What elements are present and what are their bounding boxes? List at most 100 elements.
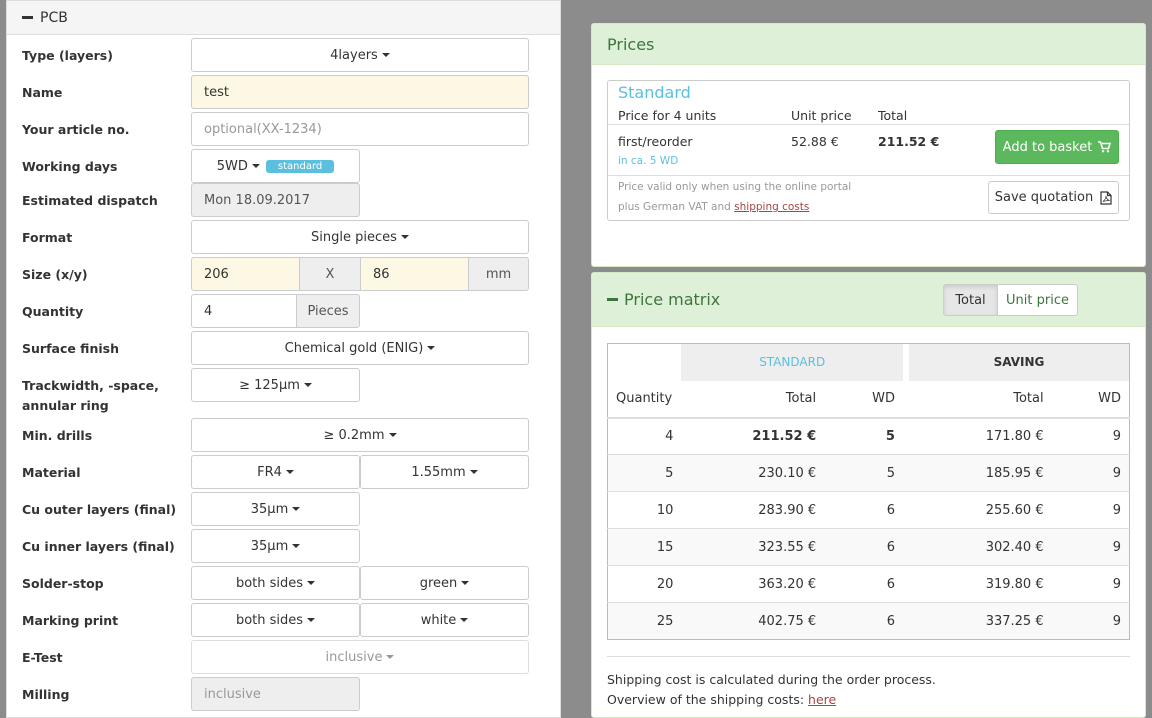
material-label: Material xyxy=(22,465,81,480)
name-input[interactable]: test xyxy=(191,75,529,109)
format-label: Format xyxy=(22,230,73,245)
add-to-basket-button[interactable]: Add to basket xyxy=(995,130,1119,164)
surface-select[interactable]: Chemical gold (ENIG) xyxy=(191,331,529,365)
collapse-icon[interactable] xyxy=(607,298,618,301)
caret-down-icon xyxy=(307,581,316,585)
cu-inner-value: 35µm xyxy=(250,538,289,554)
pcb-panel-header[interactable]: PCB xyxy=(7,1,560,35)
matrix-quantity-cell: 20 xyxy=(656,576,674,592)
matrix-row[interactable]: 25 402.75 € 6 337.25 € 9 xyxy=(607,602,1130,640)
drills-select[interactable]: ≥ 0.2mm xyxy=(191,418,529,452)
solder-sides-value: both sides xyxy=(235,575,304,591)
marking-label: Marking print xyxy=(22,613,119,628)
matrix-row[interactable]: 15 323.55 € 6 302.40 € 9 xyxy=(607,528,1130,566)
cu-inner-select[interactable]: 35µm xyxy=(191,529,360,563)
cu-outer-select[interactable]: 35µm xyxy=(191,492,360,526)
cu-inner-label: Cu inner layers (final) xyxy=(22,539,175,554)
surface-value: Chemical gold (ENIG) xyxy=(284,340,424,356)
format-value: Single pieces xyxy=(311,229,397,245)
marking-sides-value: both sides xyxy=(235,612,304,628)
matrix-sav-wd-cell: 9 xyxy=(1112,502,1121,518)
row-sub: in ca. 5 WD xyxy=(618,155,679,167)
divider xyxy=(608,124,1129,125)
matrix-group-header: STANDARD SAVING xyxy=(607,343,1130,381)
trackwidth-value: ≥ 125µm xyxy=(239,377,300,393)
matrix-heading: Price matrix Total Unit price xyxy=(592,273,1145,327)
toggle-unit-price-button[interactable]: Unit price xyxy=(997,284,1078,316)
matrix-std-total-cell: 323.55 € xyxy=(758,539,817,555)
solder-sides-select[interactable]: both sides xyxy=(191,566,360,600)
size-sep-text: X xyxy=(325,266,335,282)
format-select[interactable]: Single pieces xyxy=(191,220,529,254)
material-value: FR4 xyxy=(257,464,282,480)
matrix-std-wd-cell: 6 xyxy=(886,502,895,518)
type-select[interactable]: 4layers xyxy=(191,38,529,72)
solder-color-select[interactable]: green xyxy=(360,566,529,600)
etest-select[interactable]: inclusive xyxy=(191,640,529,674)
shipping-costs-link[interactable]: shipping costs xyxy=(734,201,810,213)
matrix-row[interactable]: 5 230.10 € 5 185.95 € 9 xyxy=(607,454,1130,492)
dispatch-label: Estimated dispatch xyxy=(22,193,158,208)
toggle-total-button[interactable]: Total xyxy=(943,284,998,316)
quantity-input[interactable]: 4 xyxy=(191,294,297,328)
solder-color-value: green xyxy=(419,575,458,591)
quantity-unit-text: Pieces xyxy=(307,303,349,319)
thickness-select[interactable]: 1.55mm xyxy=(360,455,529,489)
unit-price-header: Unit price xyxy=(791,108,852,123)
matrix-std-total-cell: 402.75 € xyxy=(758,613,817,629)
standard-price-box: Standard Price for 4 units Unit price To… xyxy=(607,80,1130,221)
matrix-row[interactable]: 4 211.52 € 5 171.80 € 9 xyxy=(607,417,1130,455)
shipping-note: Shipping cost is calculated during the o… xyxy=(607,670,936,710)
divider xyxy=(607,656,1130,657)
shipping-note-2: Overview of the shipping costs: here xyxy=(607,690,936,710)
material-select[interactable]: FR4 xyxy=(191,455,360,489)
save-quotation-button[interactable]: Save quotation xyxy=(988,181,1119,214)
toggle-total-label: Total xyxy=(955,292,986,308)
matrix-body: 4 211.52 €5 171.80 €9 5 230.10 €5 185.95 €9 10… xyxy=(607,417,1130,640)
milling-field: inclusive xyxy=(191,677,360,711)
matrix-quantity-cell: 15 xyxy=(656,539,674,555)
matrix-sav-total-cell: 319.80 € xyxy=(985,576,1044,592)
shipping-overview-link[interactable]: here xyxy=(808,692,837,707)
name-label: Name xyxy=(22,85,63,100)
empty-header-cell xyxy=(607,343,682,381)
quantity-value: 4 xyxy=(204,303,213,319)
std-total-col-header: Total xyxy=(785,391,817,406)
price-note-1: Price valid only when using the online p… xyxy=(618,181,852,193)
working-days-select[interactable]: 5WD standard xyxy=(191,149,360,183)
caret-down-icon xyxy=(285,470,294,474)
matrix-row[interactable]: 20 363.20 € 6 319.80 € 9 xyxy=(607,565,1130,603)
matrix-sav-wd-cell: 9 xyxy=(1112,428,1121,444)
matrix-quantity-cell: 10 xyxy=(656,502,674,518)
article-input[interactable]: optional(XX-1234) xyxy=(191,112,529,146)
dispatch-row: Estimated dispatch Mon 18.09.2017 xyxy=(22,183,547,217)
marking-row: Marking print both sides white xyxy=(22,603,547,637)
etest-value: inclusive xyxy=(325,649,383,665)
sav-wd-col-header: WD xyxy=(1098,391,1121,406)
marking-sides-select[interactable]: both sides xyxy=(191,603,360,637)
caret-down-icon xyxy=(292,507,301,511)
solder-label: Solder-stop xyxy=(22,576,104,591)
milling-value: inclusive xyxy=(204,686,261,702)
pcb-panel-title: PCB xyxy=(40,9,68,26)
size-y-input[interactable]: 86 xyxy=(360,257,469,291)
quantity-label: Quantity xyxy=(22,304,84,319)
collapse-icon[interactable] xyxy=(22,16,33,19)
size-y-value: 86 xyxy=(373,266,390,282)
cu-outer-label: Cu outer layers (final) xyxy=(22,502,177,517)
matrix-row[interactable]: 10 283.90 € 6 255.60 € 9 xyxy=(607,491,1130,529)
size-unit-text: mm xyxy=(485,266,512,282)
size-x-value: 206 xyxy=(204,266,229,282)
add-basket-label: Add to basket xyxy=(1002,139,1093,155)
matrix-quantity-cell: 5 xyxy=(665,465,674,481)
cu-outer-row: Cu outer layers (final) 35µm xyxy=(22,492,547,526)
prices-panel: Prices Standard Price for 4 units Unit p… xyxy=(591,23,1146,267)
marking-color-select[interactable]: white xyxy=(360,603,529,637)
total-header: Total xyxy=(878,108,908,123)
matrix-sav-wd-cell: 9 xyxy=(1112,539,1121,555)
cart-icon xyxy=(1098,141,1112,153)
size-x-input[interactable]: 206 xyxy=(191,257,300,291)
milling-row: Milling inclusive xyxy=(22,677,547,711)
row-label: first/reorder xyxy=(618,134,693,149)
trackwidth-select[interactable]: ≥ 125µm xyxy=(191,368,360,402)
